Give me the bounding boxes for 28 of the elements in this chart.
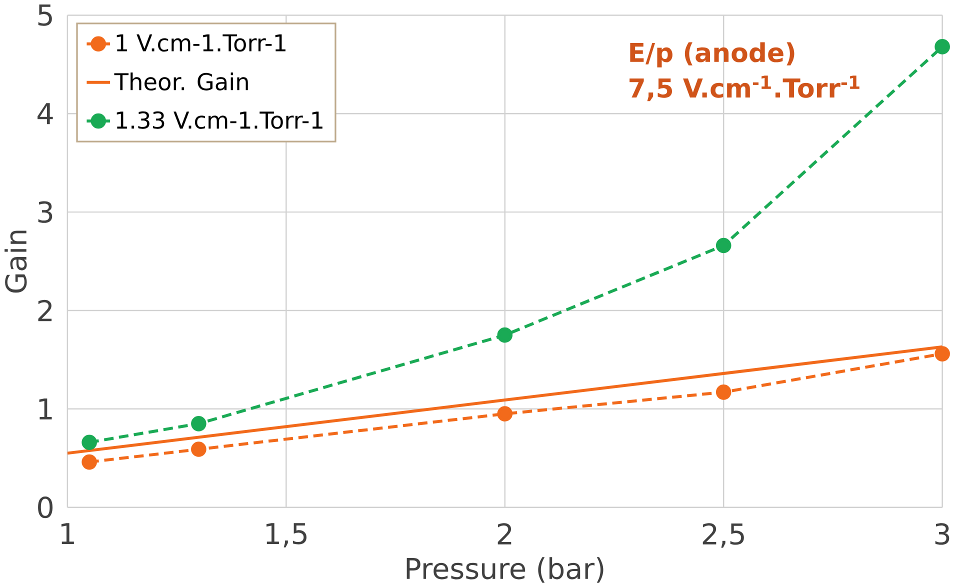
- y-tick-label: 1: [39, 398, 52, 420]
- point: [191, 441, 206, 457]
- point: [497, 406, 513, 422]
- x-axis-title: Pressure (bar): [406, 556, 604, 583]
- annotation: E/p (anode): [630, 42, 794, 68]
- legend-label: 1.33 V.cm-1.Torr-1: [116, 111, 322, 129]
- x-tick-label: 2: [498, 522, 512, 544]
- y-axis-title: Gain: [4, 230, 27, 293]
- point: [934, 346, 950, 362]
- point: [82, 454, 97, 470]
- y-tick-label: 0: [38, 496, 53, 518]
- y-tick-label: 5: [38, 4, 52, 26]
- point: [934, 38, 950, 54]
- x-tick-label: 1: [61, 522, 74, 544]
- point: [191, 416, 206, 432]
- x-tick-label: 1,5: [266, 522, 306, 548]
- y-tick-label: 2: [38, 300, 52, 322]
- x-tick-label: 3: [935, 522, 950, 545]
- point: [716, 238, 732, 254]
- annotation: 7,5 V.cm$^{-1}$.Torr$^{-1}$: [630, 76, 860, 102]
- point: [82, 434, 97, 450]
- point: [497, 327, 513, 343]
- point: [716, 384, 732, 400]
- legend-label: 1 V.cm-1.Torr-1: [116, 34, 286, 52]
- y-tick-label: 3: [38, 201, 52, 223]
- legend-label: Theor. Gain: [114, 72, 248, 90]
- x-tick-label: 2,5: [702, 522, 744, 548]
- y-tick-label: 4: [38, 103, 53, 124]
